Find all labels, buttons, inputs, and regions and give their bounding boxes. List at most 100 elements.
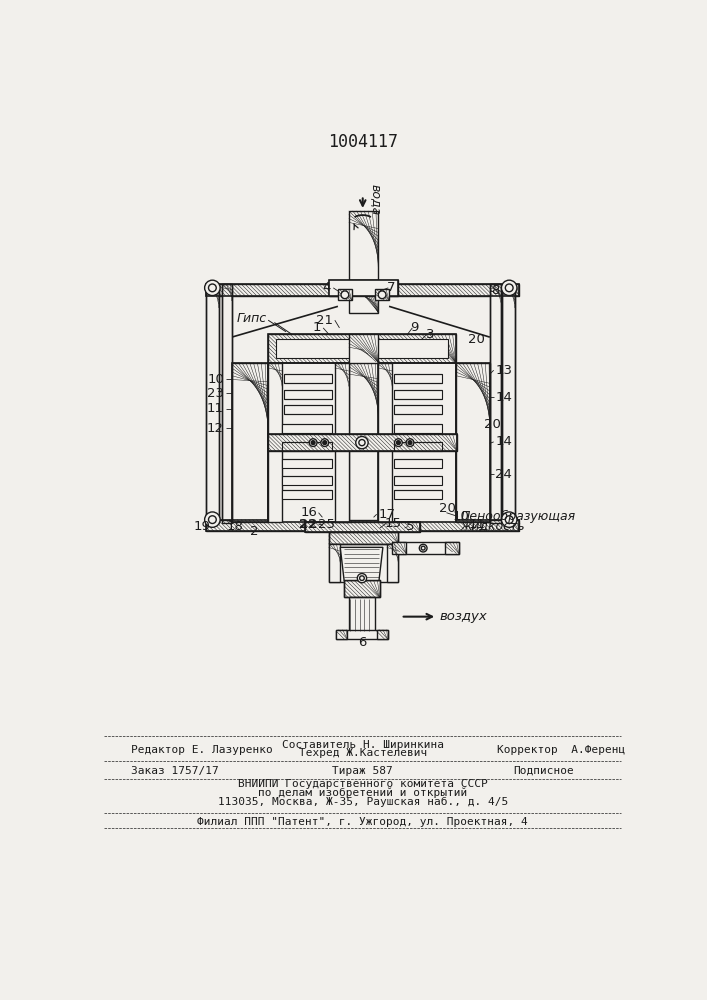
Bar [335, 363, 349, 522]
Text: вода: вода [370, 184, 382, 215]
Bar [378, 363, 456, 522]
Text: Составитель Н. Ширинкина: Составитель Н. Ширинкина [281, 740, 444, 750]
Circle shape [421, 546, 425, 550]
Text: 10: 10 [207, 373, 224, 386]
Text: 113035, Москва, Ж-35, Раушская наб., д. 4/5: 113035, Москва, Ж-35, Раушская наб., д. … [218, 797, 508, 807]
Circle shape [395, 439, 402, 446]
Circle shape [209, 284, 216, 292]
Bar [223, 284, 232, 523]
Bar [392, 542, 406, 554]
Bar [490, 284, 501, 523]
Text: 25: 25 [318, 518, 335, 531]
Bar [268, 334, 456, 363]
Bar [392, 542, 459, 554]
Text: 18: 18 [226, 520, 243, 533]
Circle shape [311, 441, 315, 445]
Text: 14: 14 [495, 391, 512, 404]
Circle shape [406, 439, 414, 446]
Text: Тираж 587: Тираж 587 [332, 766, 393, 776]
Text: 7: 7 [387, 281, 395, 294]
Text: Редактор Е. Лазуренко: Редактор Е. Лазуренко [131, 745, 273, 755]
Bar [394, 442, 442, 451]
Bar [282, 490, 332, 499]
Bar [378, 363, 392, 522]
Bar [377, 630, 387, 639]
Text: Подписное: Подписное [513, 766, 574, 776]
Text: 20: 20 [438, 502, 455, 515]
Bar [394, 490, 442, 499]
Text: 11: 11 [207, 402, 224, 415]
Bar [394, 476, 442, 485]
Bar [349, 280, 378, 312]
Bar [329, 532, 398, 544]
Bar [329, 280, 398, 296]
Circle shape [204, 280, 220, 296]
Bar [394, 374, 442, 383]
Bar [456, 363, 490, 522]
Bar [284, 374, 332, 383]
Text: 3: 3 [426, 328, 434, 341]
Circle shape [397, 441, 400, 445]
Text: 17: 17 [379, 508, 396, 521]
Polygon shape [340, 547, 383, 580]
Text: Пенообразующая: Пенообразующая [460, 510, 575, 523]
Bar [284, 405, 332, 414]
Text: 11: 11 [468, 518, 485, 531]
Circle shape [360, 576, 364, 580]
Bar [206, 520, 519, 531]
Circle shape [341, 291, 349, 299]
Bar [282, 476, 332, 485]
Circle shape [359, 440, 365, 446]
Text: по делам изобретений и открытий: по делам изобретений и открытий [258, 788, 467, 798]
Text: 23: 23 [207, 387, 224, 400]
Bar [268, 363, 349, 522]
Bar [387, 544, 398, 582]
Bar [282, 424, 332, 433]
Text: 1: 1 [312, 321, 321, 334]
Text: 24: 24 [495, 468, 512, 481]
Circle shape [378, 291, 386, 299]
Bar [502, 284, 515, 523]
Text: Корректор  А.Ференц: Корректор А.Ференц [497, 745, 625, 755]
Bar [349, 211, 378, 280]
Text: 4: 4 [322, 281, 331, 294]
Bar [490, 284, 501, 523]
Text: 10: 10 [452, 510, 469, 523]
Bar [445, 542, 459, 554]
Bar [268, 434, 457, 451]
Circle shape [501, 280, 517, 296]
Bar [232, 363, 268, 522]
Text: 22: 22 [299, 518, 317, 531]
Circle shape [321, 439, 329, 446]
Bar [329, 544, 340, 582]
Bar [502, 284, 515, 523]
Bar [394, 389, 442, 399]
Circle shape [357, 574, 367, 583]
Bar [282, 442, 332, 451]
Bar [276, 339, 448, 358]
Bar [268, 434, 457, 451]
Text: Гипс: Гипс [237, 312, 267, 325]
Bar [394, 424, 442, 433]
Text: 21: 21 [316, 314, 333, 327]
Text: 20: 20 [468, 333, 485, 346]
Bar [268, 334, 456, 363]
Text: 14: 14 [495, 435, 512, 448]
Text: 8: 8 [491, 284, 500, 297]
Text: воздух: воздух [440, 610, 487, 623]
Text: ВНИИПИ Государственного комитета СССР: ВНИИПИ Государственного комитета СССР [238, 779, 488, 789]
Circle shape [204, 512, 220, 527]
Text: 15: 15 [385, 517, 402, 530]
Bar [329, 544, 398, 582]
Bar [349, 334, 378, 363]
Text: Филиал ППП "Патент", г. Ужгород, ул. Проектная, 4: Филиал ППП "Патент", г. Ужгород, ул. Про… [197, 817, 528, 827]
Text: 5: 5 [406, 520, 414, 533]
Bar [268, 363, 282, 522]
Circle shape [408, 441, 412, 445]
Bar [375, 289, 389, 300]
Bar [337, 630, 387, 639]
Bar [338, 289, 352, 300]
Bar [344, 580, 380, 597]
Bar [329, 532, 398, 544]
Text: 2: 2 [250, 525, 259, 538]
